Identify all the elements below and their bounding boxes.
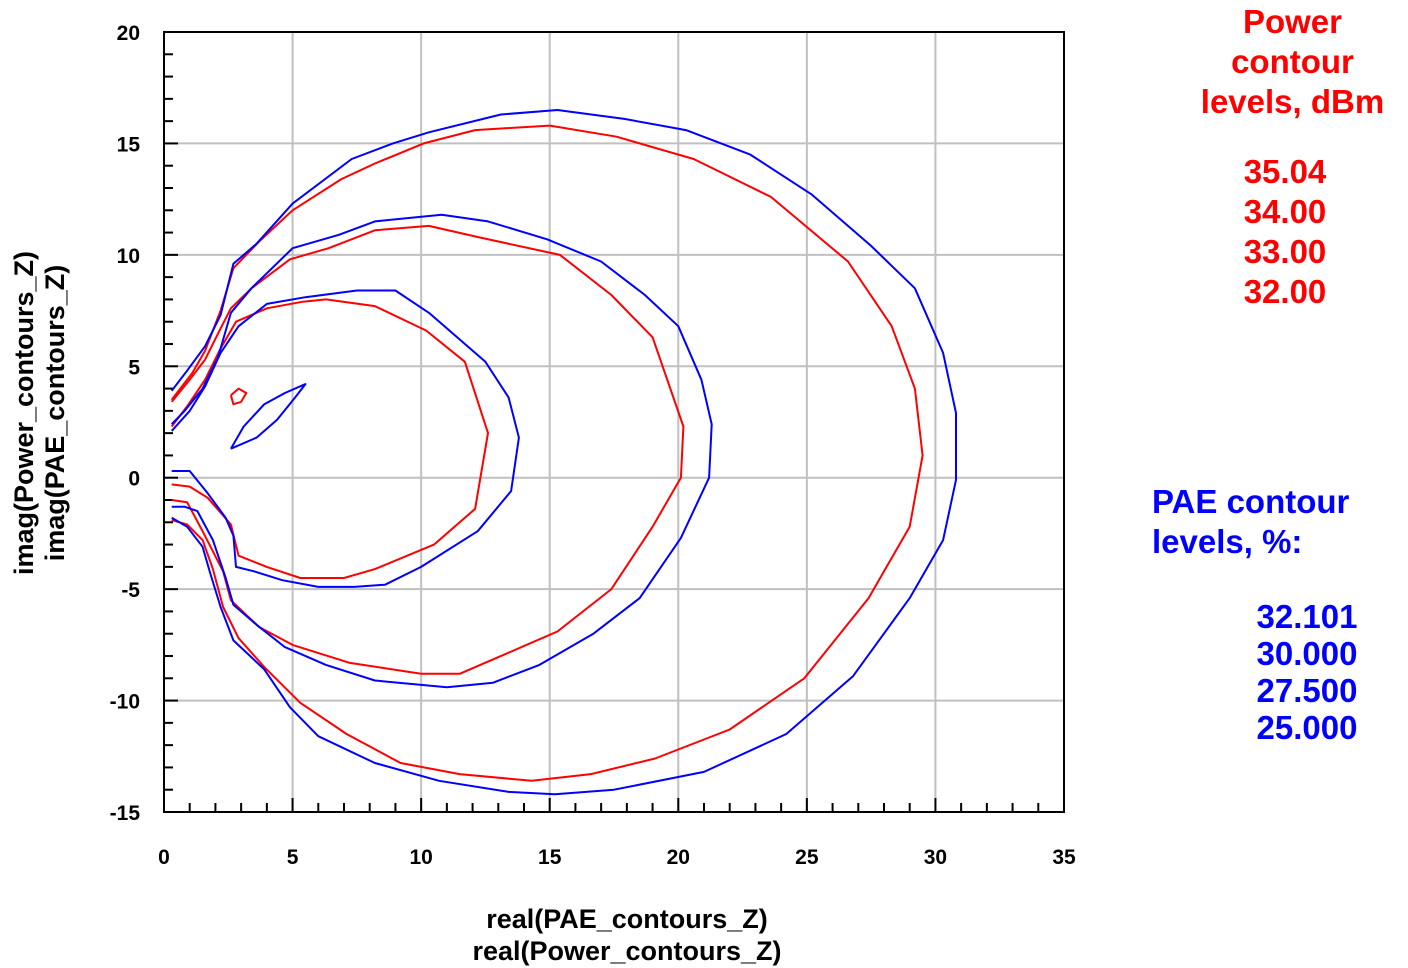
power-contour-32-00: [170, 124, 924, 782]
pae-level-value: 25.000: [1256, 709, 1358, 746]
pae-level-value: 32.101: [1256, 598, 1358, 635]
x-tick-label: 10: [409, 846, 432, 869]
pae-legend-title-line: levels, %:: [1152, 523, 1303, 560]
y-tick-label: 0: [128, 468, 140, 491]
pae-contour-27-500: [170, 213, 713, 689]
y-tick-label: 15: [117, 133, 141, 156]
y-tick-label: 10: [117, 245, 140, 268]
x-tick-label: 15: [538, 846, 562, 869]
x-tick-label: 5: [287, 846, 299, 869]
x-tick-label: 0: [158, 846, 170, 869]
power-legend-title-line: Power: [1242, 3, 1343, 40]
power-level-value: 34.00: [1243, 193, 1327, 230]
x-axis-label-pae: real(PAE_contours_Z): [486, 904, 768, 934]
pae-legend-values: 32.101 30.000 27.500 25.000: [1222, 598, 1392, 746]
y-tick-label: -15: [110, 802, 141, 825]
y-tick-label: 5: [128, 356, 140, 379]
y-axis-label-pae: imag(PAE_contours_Z): [40, 265, 70, 562]
contour-series: [170, 109, 957, 796]
x-tick-label: 30: [924, 846, 947, 869]
pae-level-value: 27.500: [1256, 672, 1358, 709]
y-tick-label: -5: [121, 579, 140, 602]
y-tick-label: 20: [117, 22, 140, 45]
pae-contour-30-000: [170, 289, 520, 588]
power-contour-35-04: [229, 387, 248, 406]
power-legend-title-line: levels, dBm: [1200, 83, 1385, 120]
power-level-value: 32.00: [1243, 273, 1327, 310]
grid: [164, 32, 1064, 812]
power-legend-title-line: contour: [1231, 43, 1354, 80]
power-legend: Power contour levels, dBm: [1180, 2, 1405, 122]
x-tick-labels: 0 5 10 15 20 25 30 35: [158, 846, 1076, 869]
x-axis-label-power: real(Power_contours_Z): [472, 936, 781, 966]
power-level-value: 35.04: [1243, 153, 1327, 190]
x-tick-label: 35: [1052, 846, 1076, 869]
x-tick-label: 25: [795, 846, 819, 869]
x-tick-label: 20: [667, 846, 690, 869]
pae-legend-title-line: PAE contour: [1152, 483, 1350, 520]
pae-contour-25-000: [170, 109, 957, 796]
plot-frame: [163, 31, 1065, 813]
y-axis-label-power: imag(Power_contours_Z): [9, 251, 39, 575]
y-tick-labels: 20 15 10 5 0 -5 -10 -15: [110, 22, 141, 825]
pae-contour-32-101: [230, 383, 307, 450]
plot-border: [163, 31, 1065, 813]
y-tick-label: -10: [110, 691, 140, 714]
power-level-value: 33.00: [1243, 233, 1327, 270]
power-contour-34-00: [170, 298, 489, 579]
pae-legend: PAE contour levels, %:: [1152, 482, 1402, 562]
power-legend-values: 35.04 34.00 33.00 32.00: [1200, 152, 1370, 312]
power-legend-title: Power contour levels, dBm: [1180, 2, 1405, 122]
pae-level-value: 30.000: [1256, 635, 1358, 672]
